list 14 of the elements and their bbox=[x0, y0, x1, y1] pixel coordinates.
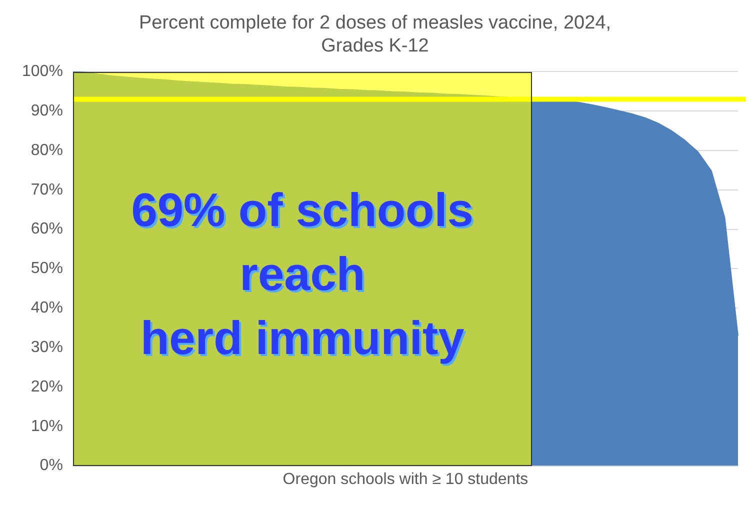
y-tick-label: 50% bbox=[30, 260, 63, 278]
y-tick-label: 90% bbox=[30, 102, 63, 120]
y-tick-label: 100% bbox=[22, 63, 63, 80]
y-tick-label: 80% bbox=[30, 142, 63, 159]
chart-title: Percent complete for 2 doses of measles vaccine, 2024, Grades K-12 bbox=[138, 12, 612, 56]
y-tick-label: 60% bbox=[30, 220, 63, 238]
y-tick-label: 0% bbox=[40, 457, 63, 474]
y-tick-label: 70% bbox=[30, 181, 63, 198]
y-tick-label: 20% bbox=[30, 378, 63, 396]
annotation: 69% of schools reach herd immunity bbox=[130, 182, 474, 366]
y-tick-label: 40% bbox=[30, 300, 63, 317]
y-tick-label: 30% bbox=[30, 338, 63, 356]
y-tick-label: 10% bbox=[30, 418, 63, 435]
x-axis-title: Oregon schools with ≥ 10 students bbox=[282, 470, 528, 488]
